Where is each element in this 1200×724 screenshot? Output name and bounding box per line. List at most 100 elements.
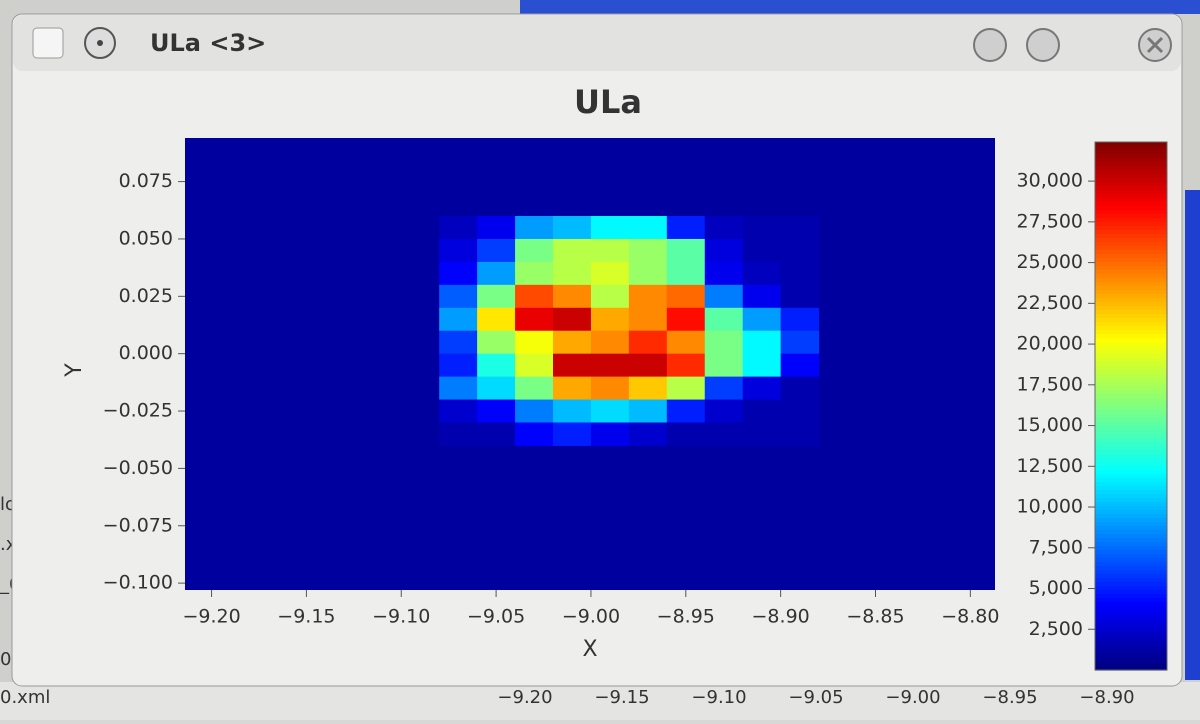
background-tick: −9.10 — [691, 687, 746, 708]
colorbar-segment — [1095, 490, 1167, 495]
app-icon — [32, 27, 64, 59]
heatmap-cell — [780, 238, 820, 263]
colorbar-segment — [1095, 254, 1167, 259]
heatmap-cell — [666, 284, 706, 309]
colorbar-segment — [1095, 430, 1167, 435]
colorbar-segment — [1095, 462, 1167, 467]
back-window-plot-right — [1185, 190, 1200, 680]
heatmap-cell — [439, 376, 478, 401]
colorbar-segment — [1095, 498, 1167, 503]
colorbar-segment — [1095, 198, 1167, 203]
colorbar-segment — [1095, 282, 1167, 287]
colorbar-segment — [1095, 530, 1167, 535]
heatmap-cell — [704, 330, 744, 355]
x-tick-label: −9.10 — [372, 606, 430, 628]
y-tick-label: 0.000 — [119, 342, 173, 364]
heatmap-cell — [590, 353, 630, 378]
colorbar-segment — [1095, 306, 1167, 311]
heatmap-cell — [780, 307, 820, 332]
heatmap-cell — [742, 399, 782, 424]
colorbar-segment — [1095, 186, 1167, 191]
colorbar-segment — [1095, 222, 1167, 227]
colorbar-segment — [1095, 242, 1167, 247]
heatmap-cell — [553, 376, 592, 401]
heatmap-cell — [780, 261, 820, 286]
colorbar-tick-label: 22,500 — [1017, 292, 1083, 314]
colorbar-segment — [1095, 482, 1167, 487]
heatmap-cell — [590, 261, 630, 286]
colorbar-segment — [1095, 158, 1167, 163]
colorbar-segment — [1095, 474, 1167, 479]
colorbar-segment — [1095, 234, 1167, 239]
colorbar-segment — [1095, 458, 1167, 463]
heatmap-cell — [780, 399, 820, 424]
colorbar-segment — [1095, 262, 1167, 267]
colorbar-tick-label: 12,500 — [1017, 455, 1083, 477]
colorbar-segment — [1095, 154, 1167, 159]
window-title: ULa <3> — [150, 29, 266, 57]
heatmap-cell — [628, 307, 668, 332]
x-tick-label: −8.90 — [752, 606, 810, 628]
colorbar-segment — [1095, 238, 1167, 243]
colorbar-tick-label: 5,000 — [1029, 577, 1083, 599]
minimize-button[interactable] — [973, 28, 1007, 62]
heatmap-cell — [780, 422, 820, 446]
heatmap-cell — [590, 216, 630, 240]
colorbar-segment — [1095, 442, 1167, 447]
heatmap-cell — [477, 376, 516, 401]
heatmap-cell — [666, 353, 706, 378]
heatmap-cell — [439, 261, 478, 286]
heatmap-cell — [628, 353, 668, 378]
colorbar-segment — [1095, 406, 1167, 411]
colorbar-segment — [1095, 274, 1167, 279]
heatmap-cell — [628, 216, 668, 240]
colorbar-segment — [1095, 438, 1167, 443]
heatmap-cell — [515, 284, 554, 309]
colorbar-segment — [1095, 286, 1167, 291]
colorbar-segment — [1095, 170, 1167, 175]
colorbar-segment — [1095, 526, 1167, 531]
colorbar-segment — [1095, 206, 1167, 211]
y-tick-label: −0.075 — [103, 514, 173, 536]
heatmap-cell — [477, 399, 516, 424]
colorbar-segment — [1095, 142, 1167, 147]
colorbar-segment — [1095, 510, 1167, 515]
colorbar-segment — [1095, 414, 1167, 419]
colorbar-segment — [1095, 326, 1167, 331]
colorbar-segment — [1095, 606, 1167, 611]
colorbar-segment — [1095, 538, 1167, 543]
colorbar-segment — [1095, 598, 1167, 603]
colorbar-segment — [1095, 166, 1167, 171]
maximize-button[interactable] — [1026, 28, 1060, 62]
colorbar-segment — [1095, 230, 1167, 235]
colorbar-segment — [1095, 378, 1167, 383]
colorbar-segment — [1095, 374, 1167, 379]
colorbar-segment — [1095, 638, 1167, 643]
y-axis-label: Y — [62, 363, 87, 378]
colorbar-segment — [1095, 182, 1167, 187]
colorbar-segment — [1095, 174, 1167, 179]
heatmap-cell — [515, 353, 554, 378]
heatmap-cell — [477, 216, 516, 240]
heatmap-cell — [780, 330, 820, 355]
colorbar-segment — [1095, 398, 1167, 403]
colorbar-segment — [1095, 554, 1167, 559]
heatmap-cell — [515, 216, 554, 240]
heatmap-cell — [742, 284, 782, 309]
colorbar-segment — [1095, 542, 1167, 547]
colorbar-segment — [1095, 586, 1167, 591]
colorbar-segment — [1095, 350, 1167, 355]
heatmap-cell — [666, 238, 706, 263]
heatmap-cell — [515, 422, 554, 446]
colorbar-segment — [1095, 558, 1167, 563]
heatmap-cell — [590, 376, 630, 401]
heatmap-cell — [704, 238, 744, 263]
colorbar-segment — [1095, 310, 1167, 315]
heatmap-cell — [666, 307, 706, 332]
colorbar-segment — [1095, 318, 1167, 323]
colorbar-segment — [1095, 346, 1167, 351]
heatmap-cell — [439, 422, 478, 446]
colorbar-segment — [1095, 162, 1167, 167]
colorbar-segment — [1095, 342, 1167, 347]
colorbar-segment — [1095, 658, 1167, 663]
